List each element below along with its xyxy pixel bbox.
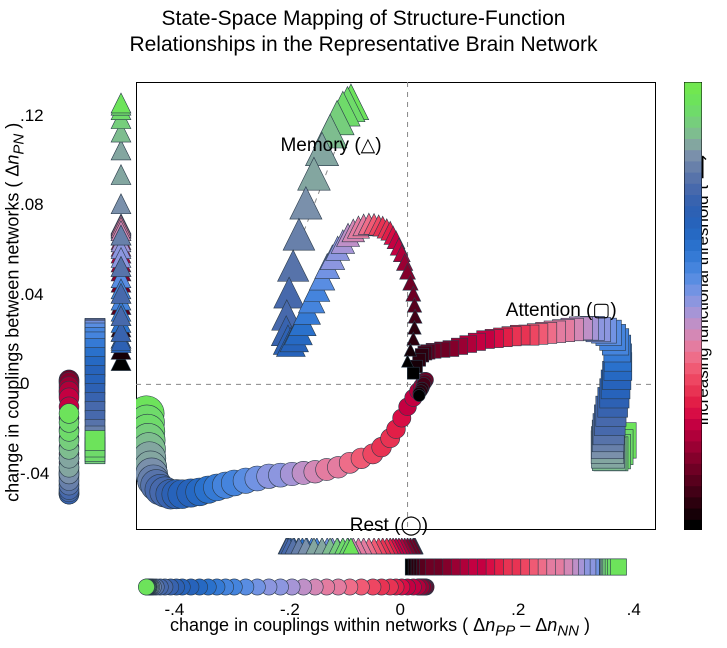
left-marginal-squares xyxy=(84,82,106,530)
x-tick: 0 xyxy=(396,600,405,620)
annotation-attention: Attention (▢) xyxy=(506,299,617,322)
x-tick: .2 xyxy=(511,600,525,620)
y-axis-label: change in couplings between networks ( Δ… xyxy=(3,102,28,522)
x-tick: -.2 xyxy=(280,600,300,620)
y-tick: -.04 xyxy=(20,464,49,484)
y-label-sub: PN xyxy=(10,134,27,155)
y-tick: 0 xyxy=(20,374,29,394)
figure-root: { "title_line1": "State-Space Mapping of… xyxy=(0,0,727,648)
x-label-pre: change in couplings within networks ( Δ xyxy=(170,615,485,635)
y-tick: .04 xyxy=(20,285,44,305)
title-line1: State-Space Mapping of Structure-Functio… xyxy=(162,7,566,30)
x-label-ss2: NN xyxy=(557,623,579,640)
x-label-post: ) xyxy=(579,615,590,635)
bottom-marginal-squares xyxy=(136,558,656,576)
y-tick: .12 xyxy=(20,106,44,126)
chart-title: State-Space Mapping of Structure-Functio… xyxy=(0,6,727,59)
bottom-marginal-triangles xyxy=(136,538,656,556)
annotation-memory: Memory (△) xyxy=(280,134,381,157)
left-marginal-circles xyxy=(58,82,80,530)
annotation-rest: Rest (◯) xyxy=(350,514,428,537)
y-label-pre: change in couplings between networks ( Δ xyxy=(3,165,23,502)
y-label-sym: n xyxy=(3,155,23,165)
x-label-s1: n xyxy=(485,615,495,635)
title-line2: Relationships in the Representative Brai… xyxy=(129,33,597,56)
x-label-s2: n xyxy=(547,615,557,635)
x-tick: -.4 xyxy=(164,600,184,620)
x-tick: .4 xyxy=(627,600,641,620)
colorbar xyxy=(684,82,702,530)
left-marginal-triangles xyxy=(110,82,132,530)
y-tick: .08 xyxy=(20,195,44,215)
bottom-marginal-circles xyxy=(136,578,656,596)
x-label-ss1: PP xyxy=(495,623,515,640)
